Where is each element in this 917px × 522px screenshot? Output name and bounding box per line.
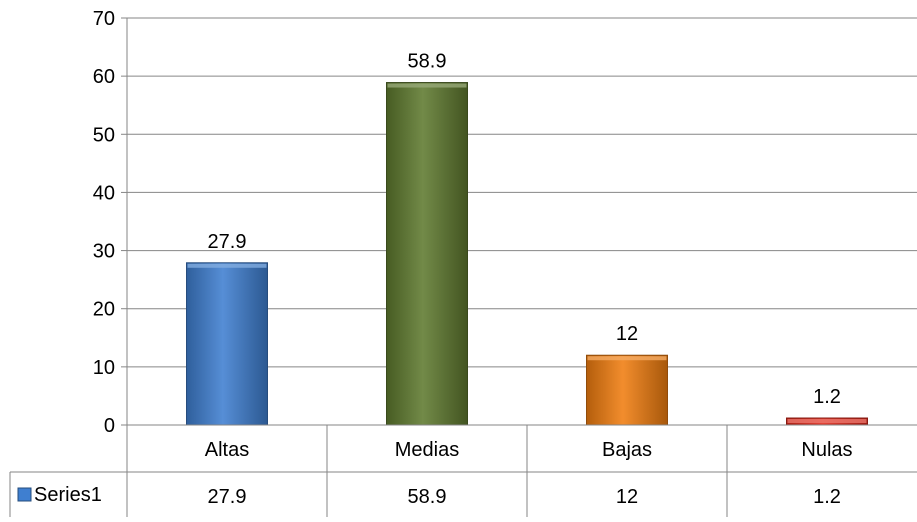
bars: [186, 82, 868, 426]
bar-bajas: [586, 354, 668, 426]
table-value: 12: [616, 486, 638, 508]
category-label: Medias: [395, 439, 459, 461]
table-value: 58.9: [408, 486, 447, 508]
y-tick-label: 50: [93, 124, 115, 146]
data-label: 1.2: [813, 386, 841, 408]
data-label: 12: [616, 323, 638, 345]
table-value: 27.9: [208, 486, 247, 508]
data-table: Altas 27.9 Medias 58.9 Bajas 12 Nulas 1.2 Series…: [9, 424, 917, 517]
data-label: 58.9: [408, 51, 447, 73]
y-tick-label: 30: [93, 241, 115, 263]
bar-altas: [186, 262, 268, 426]
category-label: Bajas: [602, 439, 652, 461]
y-tick-label: 0: [104, 415, 115, 437]
data-label: 27.9: [208, 231, 247, 253]
data-labels: 27.9 58.9 12 1.2: [208, 51, 841, 408]
bar-medias: [386, 82, 468, 426]
table-value: 1.2: [813, 486, 841, 508]
category-label: Nulas: [801, 439, 852, 461]
legend-key: [17, 487, 32, 502]
y-tick-label: 20: [93, 299, 115, 321]
legend-series-label: Series1: [34, 484, 102, 506]
category-label: Altas: [205, 439, 249, 461]
y-tick-label: 10: [93, 357, 115, 379]
y-tick-label: 40: [93, 182, 115, 204]
bar-highlight: [587, 356, 667, 361]
y-axis-ticks: 0 10 20 30 40 50 60 70: [93, 8, 127, 437]
bar-highlight: [187, 263, 267, 268]
y-tick-label: 70: [93, 8, 115, 30]
bar-highlight: [787, 419, 867, 424]
bar-highlight: [387, 83, 467, 88]
y-tick-label: 60: [93, 66, 115, 88]
